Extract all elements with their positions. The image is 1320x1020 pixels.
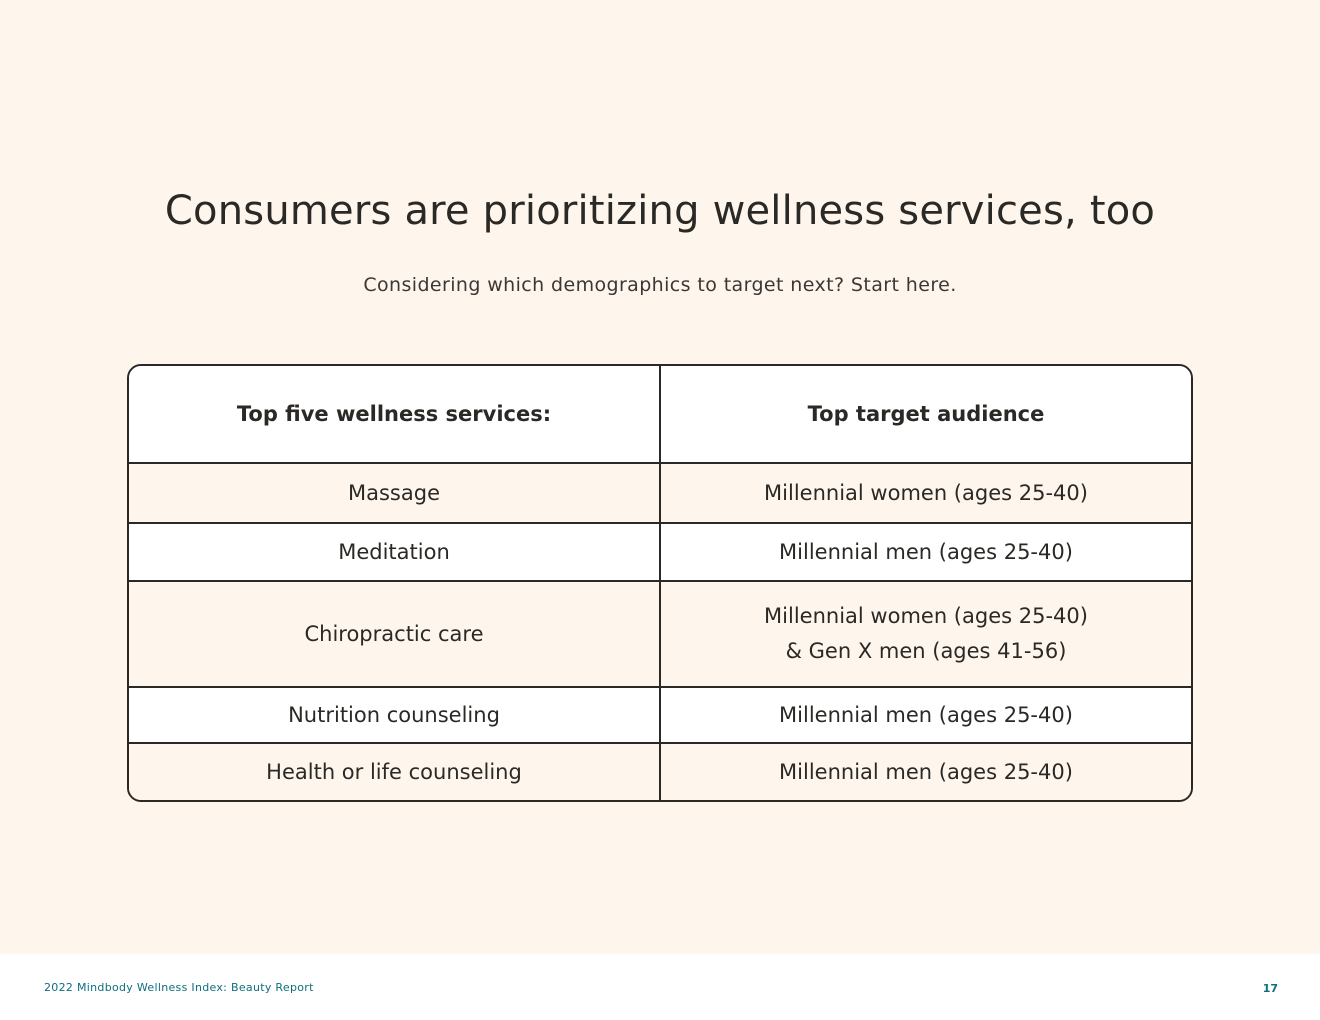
- audience-line: Millennial women (ages 25-40): [764, 604, 1088, 628]
- page-subtitle: Considering which demographics to target…: [363, 274, 957, 296]
- footer-report-name: 2022 Mindbody Wellness Index: Beauty Rep…: [44, 981, 314, 994]
- services-table: Top five wellness services: Top target a…: [127, 364, 1193, 802]
- table-row: Meditation Millennial men (ages 25-40): [129, 523, 1191, 582]
- audience-line: Millennial men (ages 25-40): [779, 702, 1073, 727]
- service-cell: Nutrition counseling: [129, 687, 661, 744]
- audience-cell: Millennial men (ages 25-40): [660, 523, 1191, 582]
- audience-cell: Millennial women (ages 25-40): [660, 463, 1191, 524]
- table-row: Nutrition counseling Millennial men (age…: [129, 687, 1191, 744]
- service-cell: Meditation: [129, 523, 661, 582]
- table-row: Chiropractic care Millennial women (ages…: [129, 581, 1191, 688]
- audience-line: Millennial men (ages 25-40): [779, 759, 1073, 784]
- audience-line: Millennial men (ages 25-40): [779, 539, 1073, 564]
- table-row: Massage Millennial women (ages 25-40): [129, 463, 1191, 524]
- header-audience: Top target audience: [660, 366, 1191, 464]
- audience-cell: Millennial women (ages 25-40) & Gen X me…: [660, 581, 1191, 688]
- audience-line: Millennial women (ages 25-40): [764, 480, 1088, 505]
- audience-line: & Gen X men (ages 41-56): [785, 639, 1067, 663]
- service-cell: Health or life counseling: [129, 743, 661, 800]
- page-content: Consumers are prioritizing wellness serv…: [0, 0, 1320, 954]
- table-header-row: Top five wellness services: Top target a…: [129, 366, 1191, 464]
- page-title: Consumers are prioritizing wellness serv…: [164, 188, 1156, 234]
- service-cell: Chiropractic care: [129, 581, 661, 688]
- audience-cell: Millennial men (ages 25-40): [660, 687, 1191, 744]
- page-number: 17: [1262, 982, 1278, 995]
- service-cell: Massage: [129, 463, 661, 524]
- audience-cell: Millennial men (ages 25-40): [660, 743, 1191, 800]
- header-services: Top five wellness services:: [129, 366, 661, 464]
- table-row: Health or life counseling Millennial men…: [129, 743, 1191, 800]
